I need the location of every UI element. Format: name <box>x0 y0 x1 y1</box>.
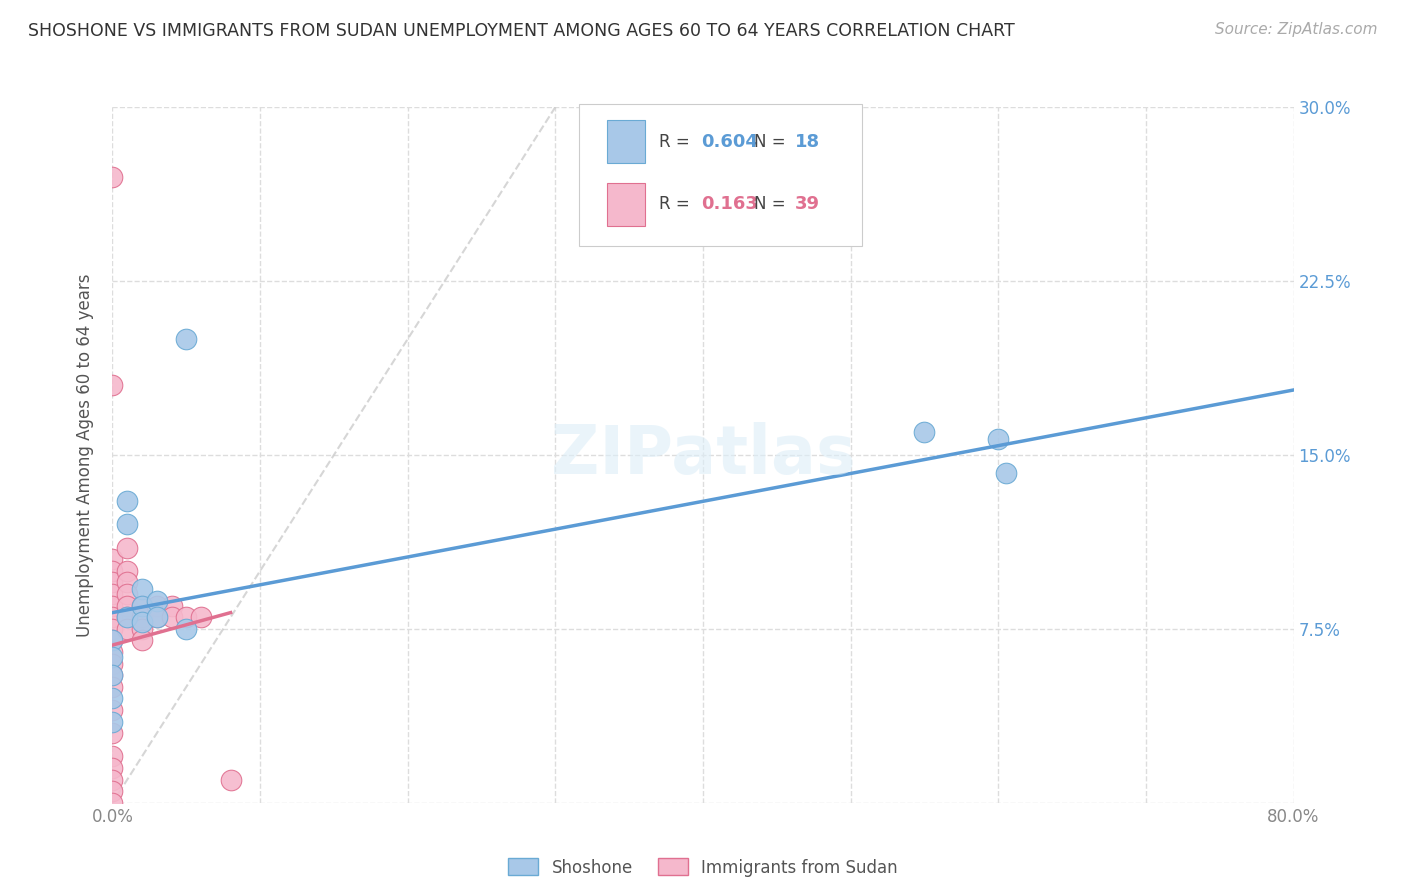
Text: 0.163: 0.163 <box>700 195 758 213</box>
Point <box>117 610 138 624</box>
Text: N =: N = <box>754 133 790 151</box>
Point <box>131 615 153 629</box>
Point <box>101 575 124 590</box>
Point <box>101 599 124 613</box>
Text: 39: 39 <box>796 195 820 213</box>
Text: 0.604: 0.604 <box>700 133 758 151</box>
Point <box>131 633 153 648</box>
Point <box>146 610 169 624</box>
Point <box>101 726 124 740</box>
Point <box>131 599 153 613</box>
Point <box>101 552 124 566</box>
FancyBboxPatch shape <box>607 120 645 163</box>
FancyBboxPatch shape <box>607 183 645 226</box>
Point <box>101 749 124 764</box>
Text: SHOSHONE VS IMMIGRANTS FROM SUDAN UNEMPLOYMENT AMONG AGES 60 TO 64 YEARS CORRELA: SHOSHONE VS IMMIGRANTS FROM SUDAN UNEMPL… <box>28 22 1015 40</box>
Point <box>131 610 153 624</box>
Point <box>987 432 1010 446</box>
Point <box>117 610 138 624</box>
Point <box>131 599 153 613</box>
Point <box>117 541 138 555</box>
Point <box>174 622 197 636</box>
Point <box>101 587 124 601</box>
Text: N =: N = <box>754 195 790 213</box>
Point <box>101 645 124 659</box>
Legend: Shoshone, Immigrants from Sudan: Shoshone, Immigrants from Sudan <box>501 850 905 885</box>
Point <box>117 587 138 601</box>
Point <box>117 622 138 636</box>
Y-axis label: Unemployment Among Ages 60 to 64 years: Unemployment Among Ages 60 to 64 years <box>76 273 94 637</box>
Point <box>131 622 153 636</box>
Point <box>101 649 124 664</box>
Point <box>101 680 124 694</box>
Point <box>101 668 124 682</box>
Point <box>101 633 124 648</box>
Text: R =: R = <box>659 195 696 213</box>
Point <box>146 599 169 613</box>
Point <box>101 714 124 729</box>
Point <box>174 332 197 346</box>
Point <box>994 467 1017 481</box>
Text: ZIPatlas: ZIPatlas <box>551 422 855 488</box>
Point <box>101 610 124 624</box>
Point <box>101 378 124 392</box>
Point <box>117 599 138 613</box>
Point <box>101 703 124 717</box>
Point <box>101 633 124 648</box>
Point <box>117 575 138 590</box>
Point <box>117 517 138 532</box>
Point <box>160 599 183 613</box>
Text: 18: 18 <box>796 133 820 151</box>
Point <box>219 772 242 787</box>
Text: Source: ZipAtlas.com: Source: ZipAtlas.com <box>1215 22 1378 37</box>
Point <box>101 691 124 706</box>
Point <box>101 564 124 578</box>
Point <box>146 610 169 624</box>
Point <box>101 784 124 798</box>
FancyBboxPatch shape <box>579 103 862 246</box>
Point <box>914 425 936 439</box>
Point <box>117 564 138 578</box>
Point <box>101 668 124 682</box>
Point <box>131 582 153 597</box>
Point <box>160 610 183 624</box>
Point <box>190 610 212 624</box>
Point <box>101 657 124 671</box>
Text: R =: R = <box>659 133 696 151</box>
Point <box>117 494 138 508</box>
Point <box>174 610 197 624</box>
Point <box>146 594 169 608</box>
Point <box>101 761 124 775</box>
Point <box>101 772 124 787</box>
Point <box>101 169 124 184</box>
Point <box>101 622 124 636</box>
Point <box>101 796 124 810</box>
